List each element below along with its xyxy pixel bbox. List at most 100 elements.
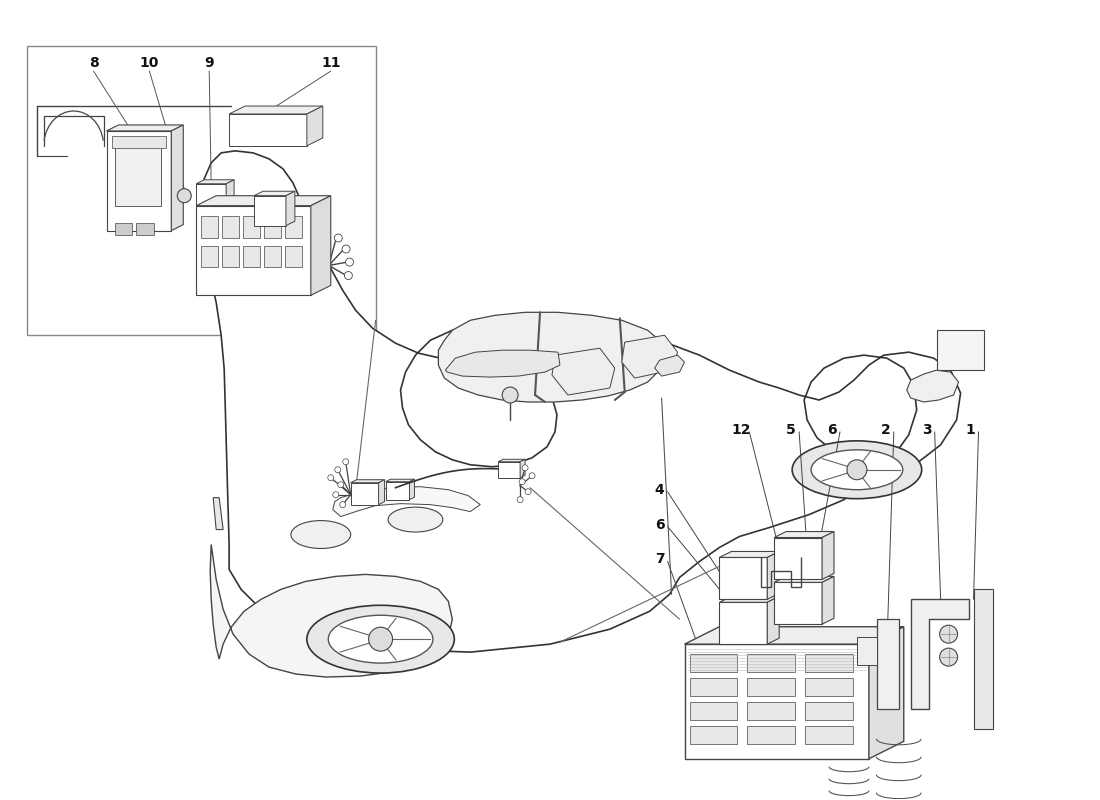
Bar [264,216,280,238]
Circle shape [529,473,535,478]
Polygon shape [307,106,322,146]
Text: 11: 11 [321,56,341,70]
Polygon shape [26,46,375,335]
Polygon shape [196,206,311,295]
Polygon shape [333,486,481,517]
Polygon shape [774,582,822,624]
Polygon shape [822,531,834,579]
Circle shape [939,648,958,666]
Polygon shape [498,459,525,462]
Bar [877,619,899,709]
Text: 10: 10 [140,56,159,70]
Polygon shape [446,350,560,377]
Bar [222,216,239,238]
Text: 1: 1 [966,423,976,437]
Bar [805,726,852,744]
Ellipse shape [328,615,433,663]
Polygon shape [774,538,822,579]
Bar [243,216,260,238]
Polygon shape [351,480,385,482]
Polygon shape [767,551,779,599]
Bar [222,246,239,267]
Bar [285,246,301,267]
Polygon shape [911,599,968,709]
Bar [690,726,737,744]
Polygon shape [974,590,993,729]
Polygon shape [213,498,223,530]
Polygon shape [774,531,834,538]
Polygon shape [498,462,520,478]
Polygon shape [351,482,378,505]
Text: 9: 9 [205,56,214,70]
Text: 8: 8 [89,56,99,70]
Text: 3: 3 [922,423,932,437]
Circle shape [343,458,349,465]
Circle shape [345,258,353,266]
Polygon shape [869,626,904,758]
Ellipse shape [811,450,903,490]
Circle shape [503,387,518,403]
Circle shape [519,478,525,485]
Polygon shape [822,576,834,624]
Polygon shape [386,479,415,482]
Bar [111,136,166,148]
Circle shape [334,466,341,473]
Bar [857,637,877,665]
Polygon shape [229,106,322,114]
Ellipse shape [307,606,454,673]
Polygon shape [654,355,684,376]
Polygon shape [201,151,960,652]
Bar [201,216,218,238]
Circle shape [340,502,345,508]
Polygon shape [719,602,767,644]
Polygon shape [719,551,779,558]
Polygon shape [774,576,834,582]
Ellipse shape [792,441,922,498]
Polygon shape [906,370,958,402]
Bar [747,702,795,720]
Text: 12: 12 [732,423,751,437]
Polygon shape [227,180,234,216]
Bar [285,216,301,238]
Bar [747,726,795,744]
Text: 6: 6 [654,518,664,531]
Polygon shape [767,596,779,644]
Polygon shape [286,191,295,226]
Polygon shape [311,196,331,295]
Polygon shape [520,459,525,478]
Text: 6: 6 [827,423,837,437]
Circle shape [328,474,333,481]
Polygon shape [107,125,184,131]
Bar [136,222,154,234]
Circle shape [333,492,339,498]
Bar [805,702,852,720]
Text: 7: 7 [654,553,664,566]
Polygon shape [172,125,184,230]
Polygon shape [552,348,615,395]
Polygon shape [254,196,286,226]
Polygon shape [409,479,415,500]
Bar [264,246,280,267]
Bar [747,654,795,672]
Circle shape [334,234,342,242]
Circle shape [522,465,528,470]
Polygon shape [719,558,767,599]
Circle shape [368,627,393,651]
Polygon shape [439,312,664,402]
Circle shape [177,189,191,202]
Circle shape [342,245,350,253]
Text: 4: 4 [654,482,664,497]
Bar [114,222,132,234]
Polygon shape [229,114,307,146]
Circle shape [338,482,343,488]
Circle shape [517,497,524,502]
Text: 2: 2 [881,423,891,437]
Polygon shape [107,131,172,230]
Bar [805,654,852,672]
Circle shape [939,626,958,643]
Polygon shape [196,180,234,184]
Bar [114,146,162,206]
Ellipse shape [290,521,351,549]
Bar [937,330,984,370]
Bar [690,678,737,696]
